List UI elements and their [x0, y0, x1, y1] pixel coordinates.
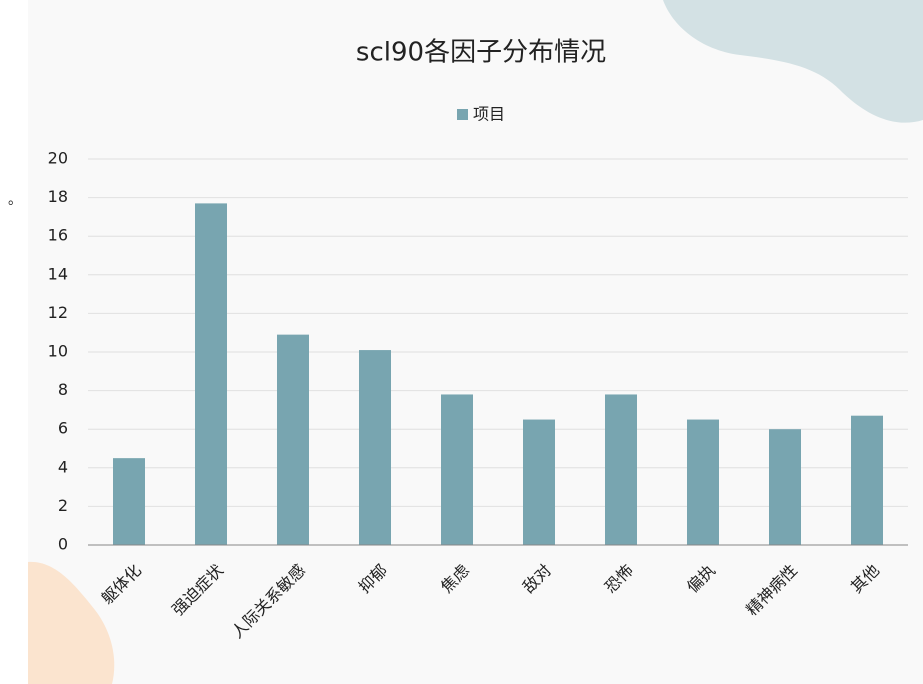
y-tick-label: 14 [48, 264, 68, 283]
bar [277, 334, 309, 545]
y-tick-label: 8 [58, 380, 68, 399]
bar [113, 458, 145, 545]
y-tick-label: 0 [58, 535, 68, 554]
chart-title: scl90各因子分布情况 [356, 38, 606, 68]
bar [851, 415, 883, 545]
bar [359, 350, 391, 545]
y-tick-label: 6 [58, 419, 68, 438]
bar [687, 419, 719, 545]
y-tick-label: 2 [58, 496, 68, 515]
margin-mark: 。 [8, 192, 22, 208]
bar [195, 203, 227, 545]
decoration [663, 0, 923, 123]
y-tick-label: 16 [48, 226, 68, 245]
y-tick-label: 20 [48, 149, 68, 168]
decoration [28, 561, 115, 684]
y-tick-label: 4 [58, 457, 68, 476]
y-tick-label: 18 [48, 187, 68, 206]
legend-swatch [457, 109, 468, 120]
bar [523, 419, 555, 545]
bar [605, 394, 637, 545]
chart-background [28, 0, 923, 684]
y-tick-label: 12 [48, 303, 68, 322]
legend-label: 项目 [473, 105, 505, 124]
y-tick-label: 10 [48, 342, 68, 361]
bar [769, 429, 801, 545]
bar [441, 394, 473, 545]
